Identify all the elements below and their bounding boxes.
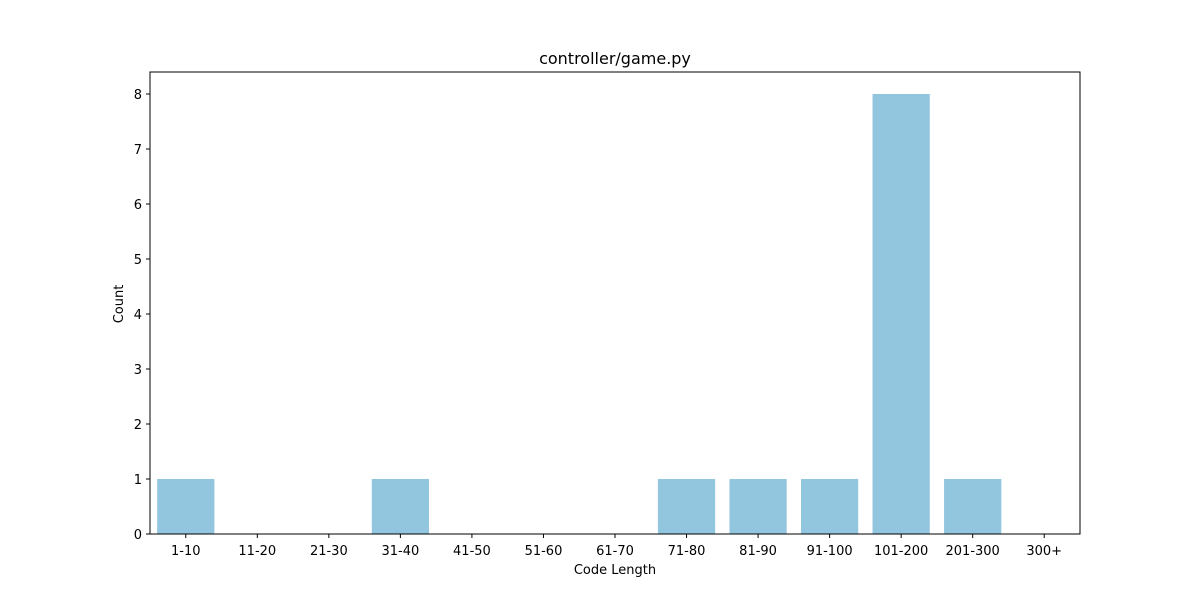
x-tick-label: 41-50: [453, 544, 491, 559]
x-axis: 1-10 11-20 21-30 31-40 41-50 51-60 61-70 71-80 8…: [171, 534, 1062, 559]
x-tick-label: 11-20: [238, 544, 276, 559]
y-tick-label: 4: [134, 308, 142, 323]
x-tick-label: 21-30: [310, 544, 348, 559]
x-tick-label: 61-70: [596, 544, 634, 559]
bar-71-80: [657, 479, 716, 534]
y-tick-label: 7: [134, 143, 142, 158]
x-tick-label: 31-40: [381, 544, 419, 559]
bar-91-100: [801, 479, 859, 534]
y-tick-label: 3: [134, 363, 142, 378]
x-tick-label: 201-300: [946, 544, 1000, 559]
bar-101-200: [872, 94, 930, 534]
y-tick-label: 6: [134, 198, 142, 213]
y-tick-label: 8: [134, 88, 142, 103]
bar-31-40: [371, 479, 429, 534]
x-tick-label: 1-10: [171, 544, 201, 559]
bar-81-90: [729, 479, 787, 534]
x-tick-label: 300+: [1026, 544, 1062, 559]
bars-group: [157, 94, 1002, 534]
plot-frame: [149, 71, 1081, 535]
x-tick-label: 51-60: [525, 544, 563, 559]
y-tick-label: 0: [134, 528, 142, 543]
y-tick-label: 1: [134, 473, 142, 488]
y-tick-label: 2: [134, 418, 142, 433]
x-tick-label: 81-90: [739, 544, 777, 559]
x-tick-label: 91-100: [807, 544, 853, 559]
y-axis-label: Count: [112, 285, 127, 324]
bar-201-300: [944, 479, 1002, 534]
chart-title: controller/game.py: [539, 49, 691, 68]
x-axis-label: Code Length: [574, 563, 656, 578]
x-tick-label: 71-80: [668, 544, 706, 559]
y-axis: 0 1 2 3 4 5 6 7 8: [134, 88, 150, 543]
x-tick-label: 101-200: [874, 544, 928, 559]
bar-1-10: [157, 479, 215, 534]
y-tick-label: 5: [134, 253, 142, 268]
